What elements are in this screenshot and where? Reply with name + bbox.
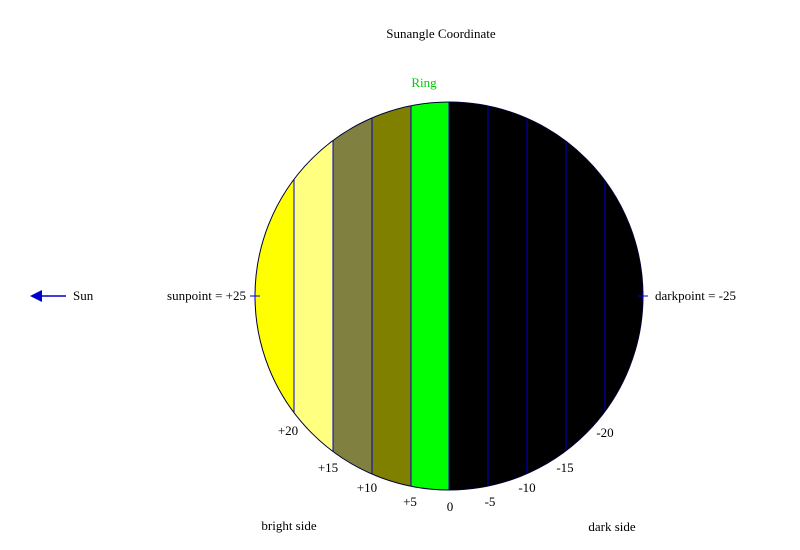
band [333, 102, 372, 490]
ring-band [411, 102, 449, 490]
scale-label: 0 [447, 499, 454, 514]
sun-disc [255, 102, 643, 490]
darkpoint-label: darkpoint = -25 [655, 288, 736, 303]
scale-label: +5 [403, 494, 417, 509]
bright-side-label: bright side [261, 518, 316, 533]
band [294, 102, 333, 490]
scale-label: -5 [485, 494, 496, 509]
sunpoint-label: sunpoint = +25 [167, 288, 246, 303]
sun-label: Sun [73, 288, 94, 303]
scale-label: -15 [556, 460, 573, 475]
sun-arrow [30, 290, 66, 302]
band-lines [293, 102, 606, 490]
band [255, 102, 294, 490]
dark-band [449, 102, 643, 490]
dark-side-label: dark side [588, 519, 636, 534]
ring-label: Ring [411, 75, 437, 90]
scale-label: -10 [518, 480, 535, 495]
scale-label: +10 [357, 480, 377, 495]
band [372, 102, 411, 490]
scale-label: +20 [278, 423, 298, 438]
scale-label: +15 [318, 460, 338, 475]
scale-label: -20 [596, 425, 613, 440]
title: Sunangle Coordinate [386, 26, 496, 41]
